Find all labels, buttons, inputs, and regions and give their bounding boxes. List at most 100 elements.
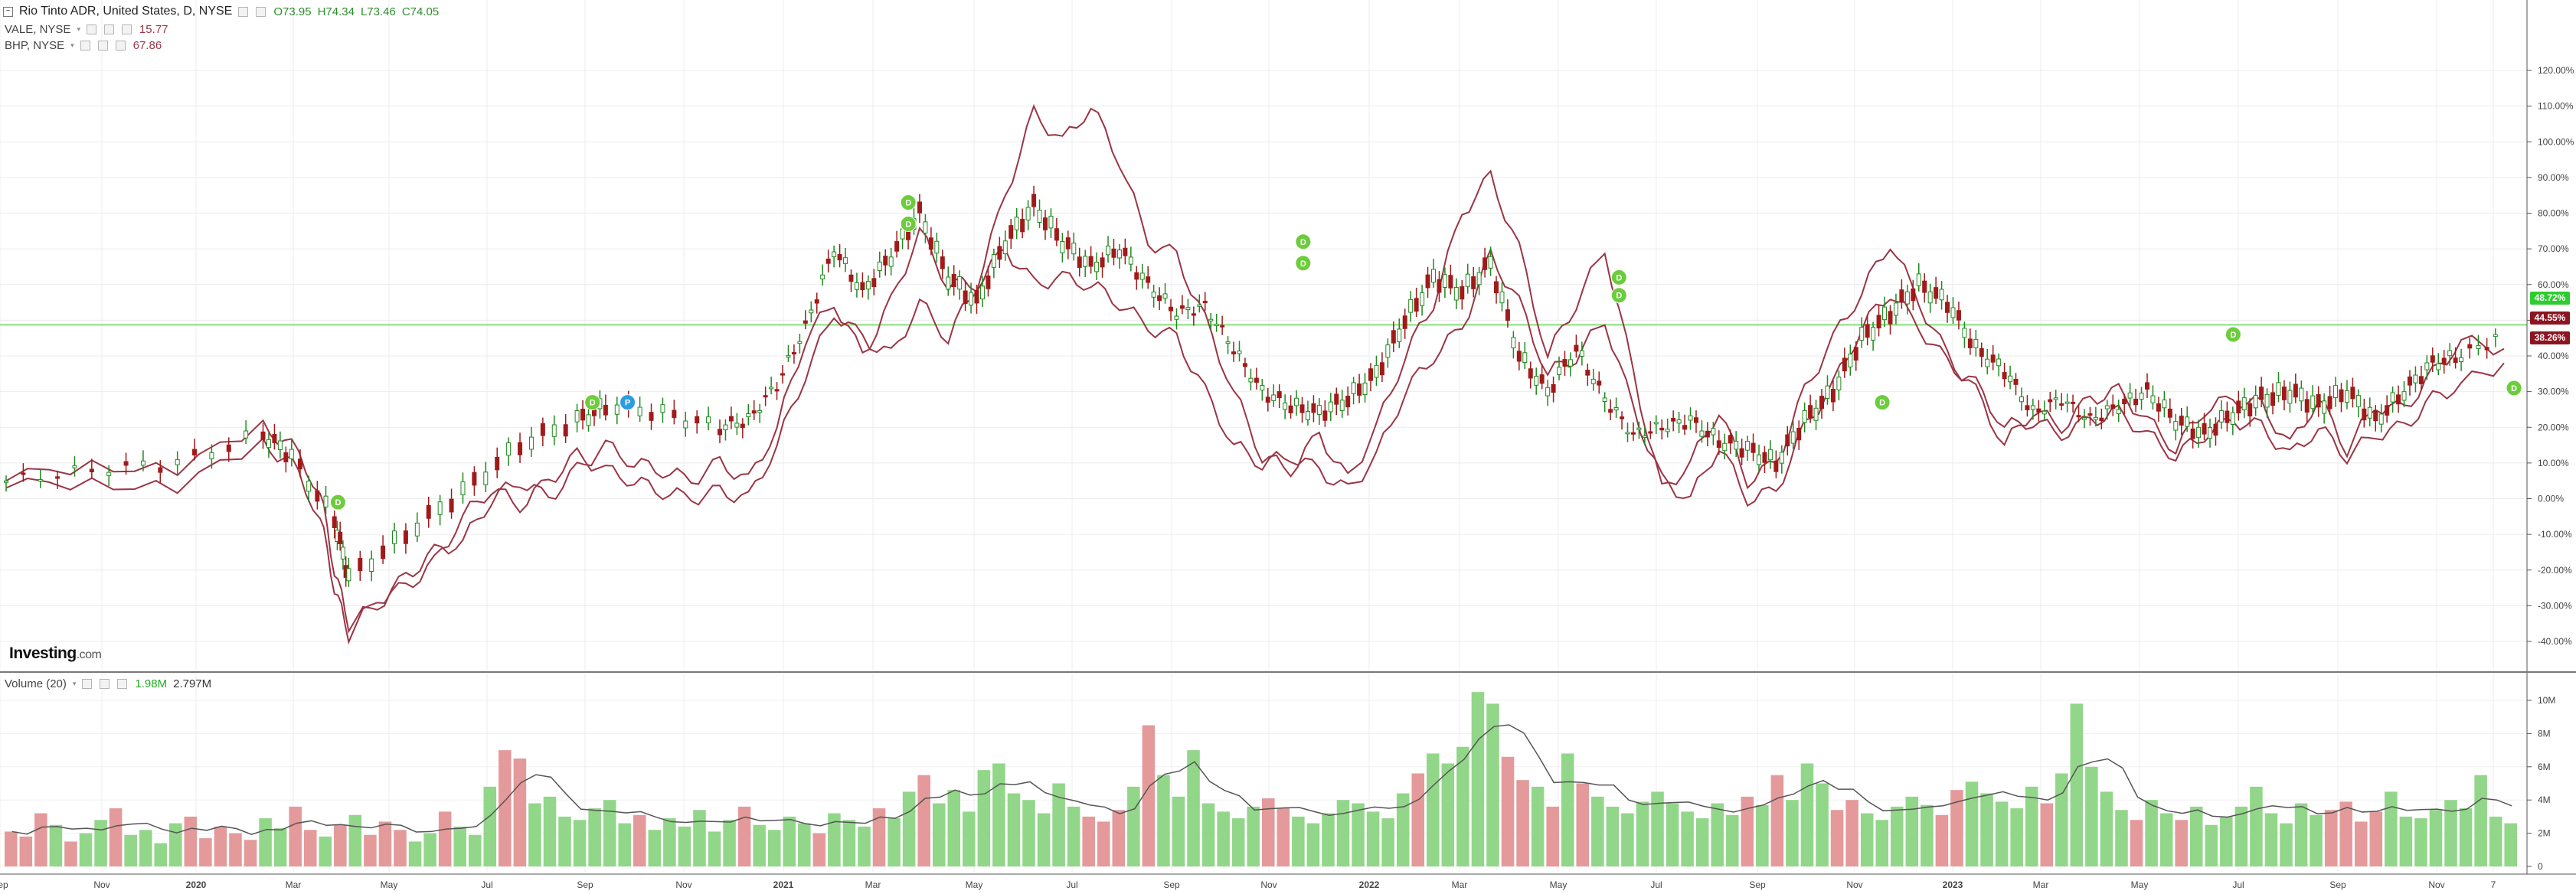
- volume-bar: [1292, 816, 1305, 866]
- settings-icon[interactable]: [100, 679, 110, 689]
- marker-label: D: [905, 220, 911, 229]
- volume-bar: [2414, 818, 2427, 866]
- compare-legend-vale[interactable]: VALE, NYSE ▾ 15.77: [5, 23, 168, 36]
- settings-icon[interactable]: [103, 24, 114, 34]
- close-icon[interactable]: [115, 41, 126, 51]
- volume-bar: [1695, 818, 1709, 866]
- volume-bar: [1112, 810, 1126, 866]
- dividend-marker[interactable]: [329, 494, 346, 511]
- volume-bar: [2250, 786, 2263, 866]
- x-tick-label: Jul: [1066, 879, 1077, 890]
- candle-body: [1271, 394, 1277, 401]
- candle-body: [2441, 357, 2447, 364]
- volume-bar: [992, 763, 1005, 866]
- ohlc-low: L73.46: [360, 5, 396, 18]
- dividend-marker[interactable]: [1295, 255, 1312, 272]
- x-tick-label: Jul: [1650, 879, 1662, 890]
- volume-bar: [1322, 813, 1335, 866]
- close-icon[interactable]: [256, 6, 266, 17]
- volume-bar: [1411, 773, 1425, 866]
- compare-legend-bhp[interactable]: BHP, NYSE ▾ 67.86: [5, 39, 162, 52]
- candle-body: [2447, 350, 2453, 357]
- volume-bar: [1786, 800, 1799, 866]
- candle-body: [2459, 357, 2464, 363]
- dividend-marker[interactable]: [2225, 326, 2241, 343]
- collapse-icon[interactable]: −: [3, 6, 13, 17]
- candle-body: [1751, 442, 1756, 453]
- candle-body: [803, 320, 808, 324]
- dividend-marker[interactable]: [1874, 394, 1891, 411]
- split-marker[interactable]: [619, 394, 636, 411]
- dividend-marker[interactable]: [2506, 380, 2522, 396]
- dropdown-icon[interactable]: ▾: [72, 680, 77, 687]
- candle-body: [1756, 454, 1761, 465]
- candle-body: [1368, 368, 1373, 381]
- volume-bar: [1576, 783, 1590, 866]
- candle-body: [1899, 289, 1904, 303]
- candle-body: [1499, 291, 1505, 304]
- candle-body: [1260, 385, 1265, 391]
- settings-icon[interactable]: [238, 6, 249, 17]
- main-legend[interactable]: − Rio Tinto ADR, United States, D, NYSE …: [0, 5, 439, 18]
- volume-bar: [1860, 813, 1874, 866]
- candle-body: [1283, 402, 1288, 410]
- candle-body: [1671, 417, 1676, 422]
- candle-body: [1813, 407, 1819, 421]
- dropdown-icon[interactable]: ▾: [70, 41, 74, 49]
- volume-bar: [2264, 813, 2278, 866]
- candle-body: [614, 404, 619, 415]
- close-icon[interactable]: [121, 24, 132, 34]
- volume-bar: [1891, 806, 1904, 866]
- volume-tick-label: 2M: [2538, 828, 2551, 839]
- event-markers[interactable]: D D P D D D D D D D D D: [329, 194, 2522, 511]
- volume-bar: [888, 818, 901, 866]
- candle-body: [1911, 288, 1916, 302]
- eye-icon[interactable]: [80, 41, 90, 51]
- candle-body: [1985, 358, 1990, 367]
- candle-body: [1790, 431, 1796, 444]
- candle-body: [2293, 383, 2298, 398]
- y-tick-label: 40.00%: [2538, 351, 2569, 361]
- dividend-marker[interactable]: [900, 194, 917, 211]
- candle-body: [506, 442, 512, 456]
- volume-bar: [289, 806, 302, 866]
- candle-body: [1345, 396, 1351, 408]
- candle-body: [72, 465, 77, 468]
- dividend-marker[interactable]: [900, 215, 917, 232]
- candle-body: [603, 404, 608, 416]
- candle-body: [1088, 256, 1093, 267]
- candle-body: [1842, 357, 1847, 372]
- dropdown-icon[interactable]: ▾: [77, 25, 80, 33]
- candle-body: [1934, 287, 1939, 299]
- candle-body: [1568, 359, 1573, 367]
- volume-legend[interactable]: Volume (20) ▾ 1.98M 2.797M: [5, 677, 211, 690]
- candle-body: [2218, 410, 2224, 423]
- candle-body: [1208, 318, 1214, 321]
- volume-bar: [1800, 763, 1814, 866]
- candle-body: [1054, 228, 1059, 241]
- eye-icon[interactable]: [86, 24, 96, 34]
- dividend-marker[interactable]: [584, 394, 601, 411]
- volume-bar: [5, 831, 18, 866]
- settings-icon[interactable]: [97, 41, 108, 51]
- candle-body: [2019, 396, 2024, 403]
- dividend-marker[interactable]: [1295, 233, 1312, 250]
- candle-body: [1174, 315, 1179, 320]
- candle-body: [1231, 351, 1237, 354]
- y-tick-label: -10.00%: [2538, 529, 2572, 540]
- volume-bar: [1247, 806, 1260, 866]
- candle-body: [1528, 368, 1533, 379]
- candle-body: [809, 309, 814, 314]
- candle-body: [1265, 396, 1270, 403]
- x-tick-label: Nov: [93, 879, 110, 890]
- eye-icon[interactable]: [82, 679, 93, 689]
- volume-bar: [273, 828, 287, 866]
- close-icon[interactable]: [117, 679, 128, 689]
- candle-body: [1767, 449, 1773, 461]
- dividend-marker[interactable]: [1610, 287, 1627, 304]
- dividend-marker[interactable]: [1610, 269, 1627, 285]
- candle-body: [706, 416, 711, 423]
- volume-bar: [184, 816, 198, 866]
